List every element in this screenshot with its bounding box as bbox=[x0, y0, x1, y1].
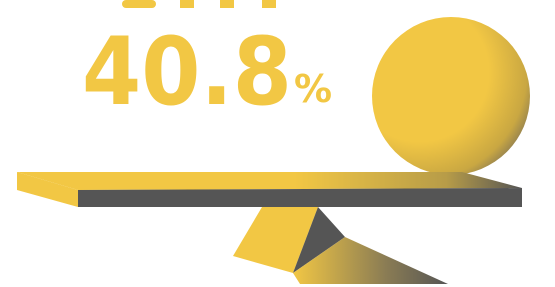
ball bbox=[372, 17, 530, 175]
plank-side bbox=[78, 188, 522, 207]
plank-top bbox=[17, 172, 522, 190]
infographic: 40.8 % bbox=[0, 0, 555, 287]
stat-value: 40.8 bbox=[82, 18, 292, 127]
cropped-heading bbox=[122, 0, 276, 8]
stat-unit: % bbox=[294, 67, 332, 111]
